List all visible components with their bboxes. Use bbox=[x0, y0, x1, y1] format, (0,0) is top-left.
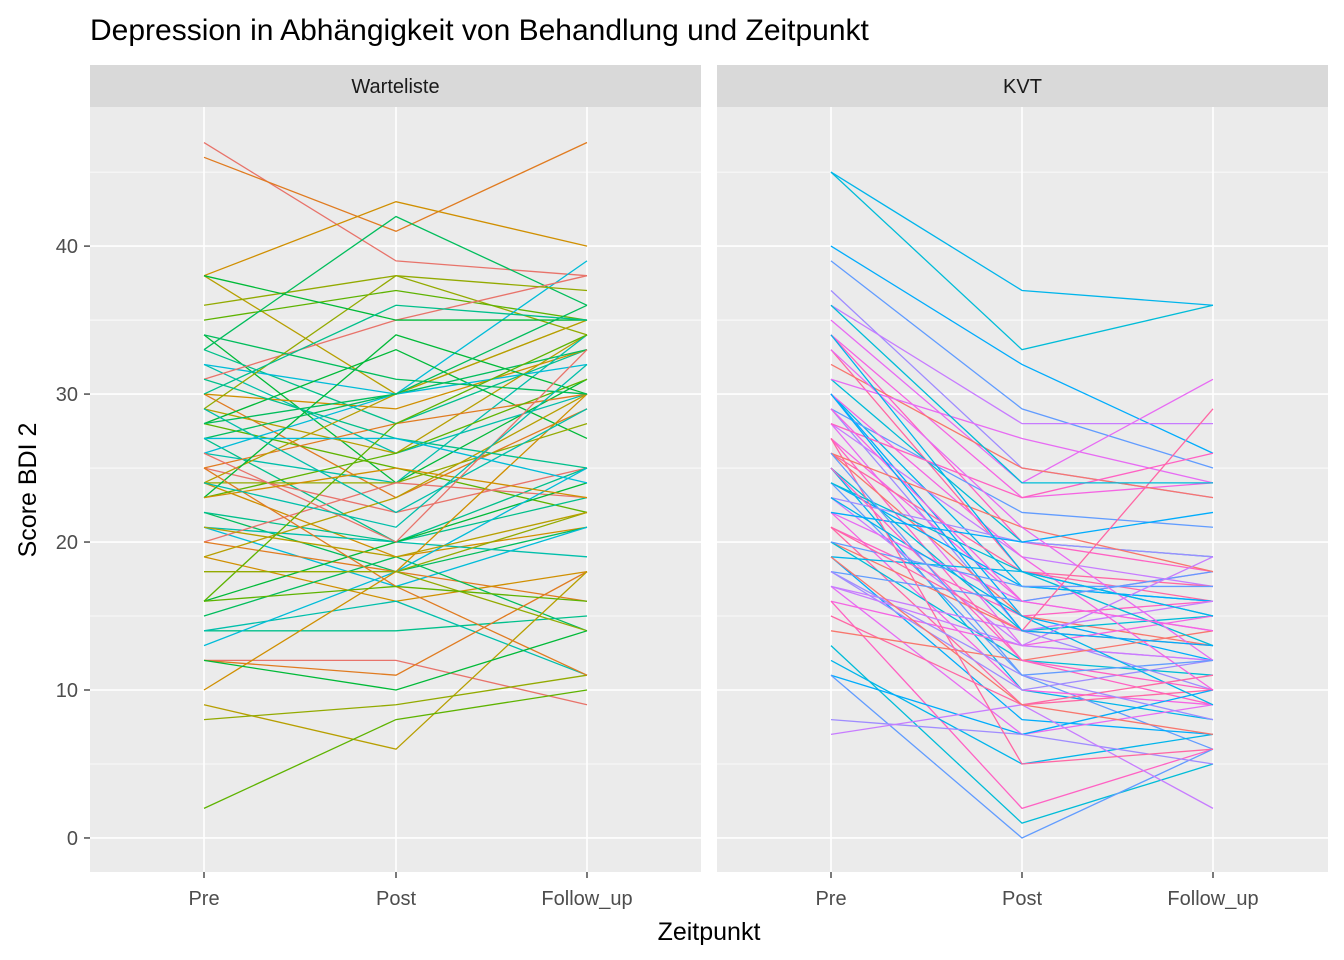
panel-warteliste: Warteliste bbox=[90, 65, 701, 872]
y-tick-label: 10 bbox=[56, 680, 78, 702]
series-line bbox=[830, 304, 1213, 484]
y-tick-label: 0 bbox=[67, 828, 78, 850]
series-line bbox=[830, 438, 1214, 765]
series-line bbox=[203, 141, 588, 232]
series-line bbox=[204, 570, 588, 632]
series-lines-kvt bbox=[830, 171, 1214, 839]
x-axis-title: Zeitpunkt bbox=[658, 918, 761, 946]
series-line bbox=[830, 467, 1214, 691]
series-line bbox=[830, 600, 1214, 810]
x-tick-label: Pre bbox=[188, 888, 219, 910]
y-tick-label: 20 bbox=[56, 532, 78, 554]
y-tick-label: 30 bbox=[56, 384, 78, 406]
x-axis: Pre Post Follow_up Pre Post Follow_up bbox=[188, 872, 1259, 910]
series-line bbox=[204, 437, 588, 484]
series-line bbox=[203, 304, 588, 395]
strip-warteliste bbox=[90, 65, 701, 107]
strip-label-kvt: KVT bbox=[1003, 76, 1042, 98]
series-line bbox=[830, 334, 1214, 617]
series-line bbox=[830, 674, 1214, 839]
x-tick-label: Post bbox=[376, 888, 416, 910]
series-line bbox=[203, 674, 588, 721]
series-line bbox=[204, 659, 588, 706]
y-axis-title: Score BDI 2 bbox=[14, 423, 42, 558]
series-line bbox=[830, 171, 1214, 306]
series-line bbox=[830, 171, 1214, 351]
panel-kvt: KVT bbox=[717, 65, 1328, 872]
series-line bbox=[830, 349, 1214, 661]
series-line bbox=[830, 497, 1214, 706]
series-line bbox=[830, 393, 1214, 647]
chart-title: Depression in Abhängigkeit von Behandlun… bbox=[90, 14, 870, 47]
series-line bbox=[203, 289, 588, 321]
series-line bbox=[830, 304, 1213, 425]
y-axis: 0 10 20 30 40 bbox=[56, 236, 90, 850]
series-line bbox=[830, 452, 1214, 676]
series-line bbox=[203, 467, 588, 499]
series-line bbox=[203, 334, 588, 395]
series-line bbox=[204, 615, 588, 632]
series-line bbox=[203, 511, 588, 558]
series-line bbox=[830, 556, 1214, 736]
strip-kvt bbox=[717, 65, 1328, 107]
series-line bbox=[203, 571, 588, 750]
y-tick-label: 40 bbox=[56, 236, 78, 258]
x-tick-label: Post bbox=[1002, 888, 1042, 910]
series-line bbox=[203, 304, 588, 425]
x-tick-label: Pre bbox=[815, 888, 846, 910]
series-line bbox=[203, 630, 588, 691]
series-line bbox=[830, 423, 1214, 499]
series-line bbox=[203, 201, 588, 277]
series-line bbox=[203, 349, 588, 543]
x-tick-label: Follow_up bbox=[541, 888, 632, 910]
series-line bbox=[203, 363, 588, 528]
series-line bbox=[203, 334, 588, 602]
x-tick-label: Follow_up bbox=[1167, 888, 1258, 910]
strip-label-warteliste: Warteliste bbox=[351, 76, 439, 98]
series-line bbox=[203, 482, 588, 543]
series-line bbox=[203, 571, 588, 676]
series-line bbox=[203, 689, 588, 809]
series-line bbox=[203, 215, 588, 351]
series-line bbox=[830, 645, 1214, 824]
series-line bbox=[203, 408, 588, 514]
series-line bbox=[830, 260, 1214, 469]
series-line bbox=[203, 275, 587, 321]
series-line bbox=[203, 585, 588, 602]
series-lines-warteliste bbox=[203, 141, 588, 809]
series-line bbox=[830, 511, 1214, 543]
series-line bbox=[830, 571, 1214, 691]
